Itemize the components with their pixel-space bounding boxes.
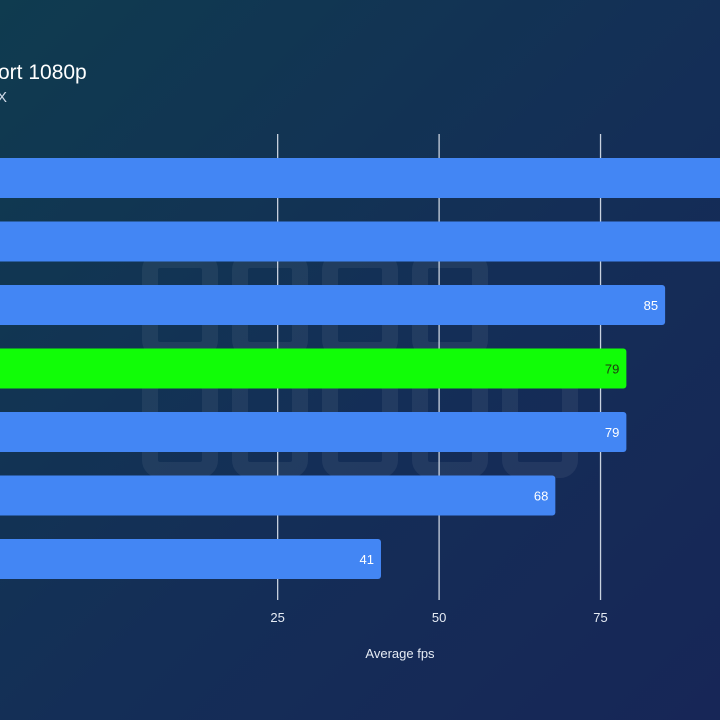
bar <box>0 539 381 579</box>
bar <box>0 285 666 325</box>
x-tick-label: 25 <box>270 610 284 625</box>
x-axis: 25 50 75 <box>270 610 607 625</box>
bar-value-label: 41 <box>360 552 374 567</box>
bar-value-label: 79 <box>605 425 619 440</box>
chart-subtitle: X <box>0 89 8 106</box>
bar <box>0 158 720 198</box>
bars: 85 79 79 68 41 <box>0 158 720 579</box>
bar-value-label: 79 <box>605 362 619 377</box>
bar <box>0 221 720 262</box>
x-axis-label: Average fps <box>365 646 435 661</box>
bar-value-label: 85 <box>644 298 658 313</box>
x-tick-label: 50 <box>432 610 446 625</box>
chart-title: ort 1080p <box>0 61 87 84</box>
bar <box>0 475 556 516</box>
bar-value-label: 68 <box>534 489 548 504</box>
bar-highlighted <box>0 348 627 389</box>
bar <box>0 412 627 452</box>
x-tick-label: 75 <box>593 610 607 625</box>
